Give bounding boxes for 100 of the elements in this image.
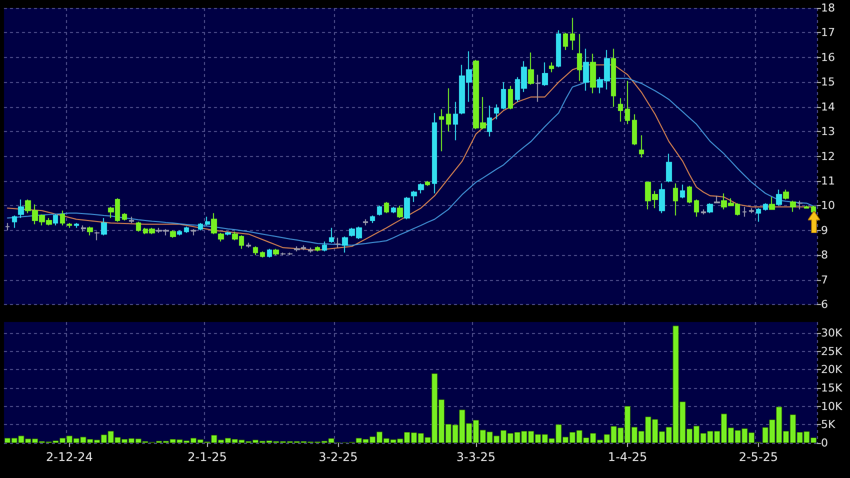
x-tick-label: 1-4-25 [608,450,648,464]
candlestick [225,231,231,236]
candlestick [535,74,541,102]
candlestick [205,216,210,226]
candlestick [74,222,79,228]
candlestick [5,222,10,231]
candlestick [432,112,437,194]
candlestick [418,182,424,194]
candlestick [797,200,803,210]
candlestick [60,210,65,226]
candlestick [776,189,782,206]
candlestick [308,247,313,254]
candlestick [170,230,176,238]
candlestick [714,195,720,204]
candlestick [563,32,568,51]
candlestick [446,88,451,132]
candlestick [94,231,100,241]
candlestick [528,52,534,86]
y-tick-label: 20K [821,363,843,376]
y-tick-label: 18 [821,2,835,14]
candlestick [790,200,796,212]
candlestick [404,196,410,220]
candlestick [701,208,706,215]
y-tick-label: 7 [821,273,828,286]
x-tick-label: 2-1-25 [188,450,227,464]
candlestick [570,17,575,51]
candlestick [783,189,789,200]
y-tick-label: 17 [821,26,835,40]
candlestick [315,246,320,252]
candlestick [253,246,258,256]
candlestick [218,232,224,242]
y-tick-label: 13 [821,125,835,138]
candlestick [453,101,458,141]
candlestick [260,250,265,258]
candlestick [377,205,382,216]
y-tick-label: 11 [821,174,835,188]
candlestick [590,53,596,94]
candlestick [501,82,506,110]
candlestick [136,221,141,232]
x-tick-label: 3-3-25 [456,450,496,464]
candlestick [411,190,417,202]
y-tick-label: 12 [821,150,835,163]
candlestick [618,98,623,122]
candlestick [763,202,768,212]
candlestick [549,62,554,73]
candlestick [487,105,492,137]
candlestick [191,228,196,236]
candlestick [742,206,747,218]
candlestick [287,252,293,256]
candlestick [101,218,107,236]
candlestick [18,198,24,219]
candlestick [397,205,403,219]
candlestick [53,214,58,226]
candlestick [439,108,444,152]
candlestick [673,182,678,216]
y-tick-label: 5K [821,418,836,432]
candlestick [87,226,93,236]
candlestick [81,224,86,232]
candlestick [680,184,685,199]
y-tick-label: 10 [821,199,835,212]
candlestick [707,202,713,214]
candlestick [129,216,134,224]
candlestick [391,206,396,214]
candlestick [494,104,499,120]
candlestick [363,218,368,226]
candlestick [611,48,616,108]
candlestick [659,182,665,214]
candlestick [632,114,637,146]
y-tick-label: 15K [821,382,843,394]
candlestick [583,48,589,92]
candlestick [639,134,644,158]
candlestick [211,212,217,235]
candlestick [425,180,430,186]
candlestick [370,215,375,224]
candlestick [184,226,189,234]
candlestick [67,222,72,228]
candlestick [246,242,251,248]
candlestick [556,30,561,68]
x-tick-label: 3-2-25 [318,450,358,464]
candlestick [687,185,692,204]
candlestick [342,236,348,254]
candlestick [198,222,203,231]
candlestick [769,196,775,210]
candlestick [804,205,809,209]
x-tick-label: 2-12-24 [46,450,93,464]
candlestick [625,80,630,125]
candlestick [666,153,672,183]
y-tick-label: 25K [821,344,843,358]
y-tick-label: 9 [821,224,828,237]
candlestick [280,252,286,256]
candlestick [542,62,548,86]
candlestick [384,201,389,214]
candlestick [177,230,182,236]
candlestick [508,85,513,110]
y-tick-label: 15 [821,76,835,89]
candlestick [756,208,761,222]
y-tick-label: 14 [821,100,835,114]
candlestick [329,227,334,244]
candlestick [335,237,341,248]
candlestick [749,208,754,214]
